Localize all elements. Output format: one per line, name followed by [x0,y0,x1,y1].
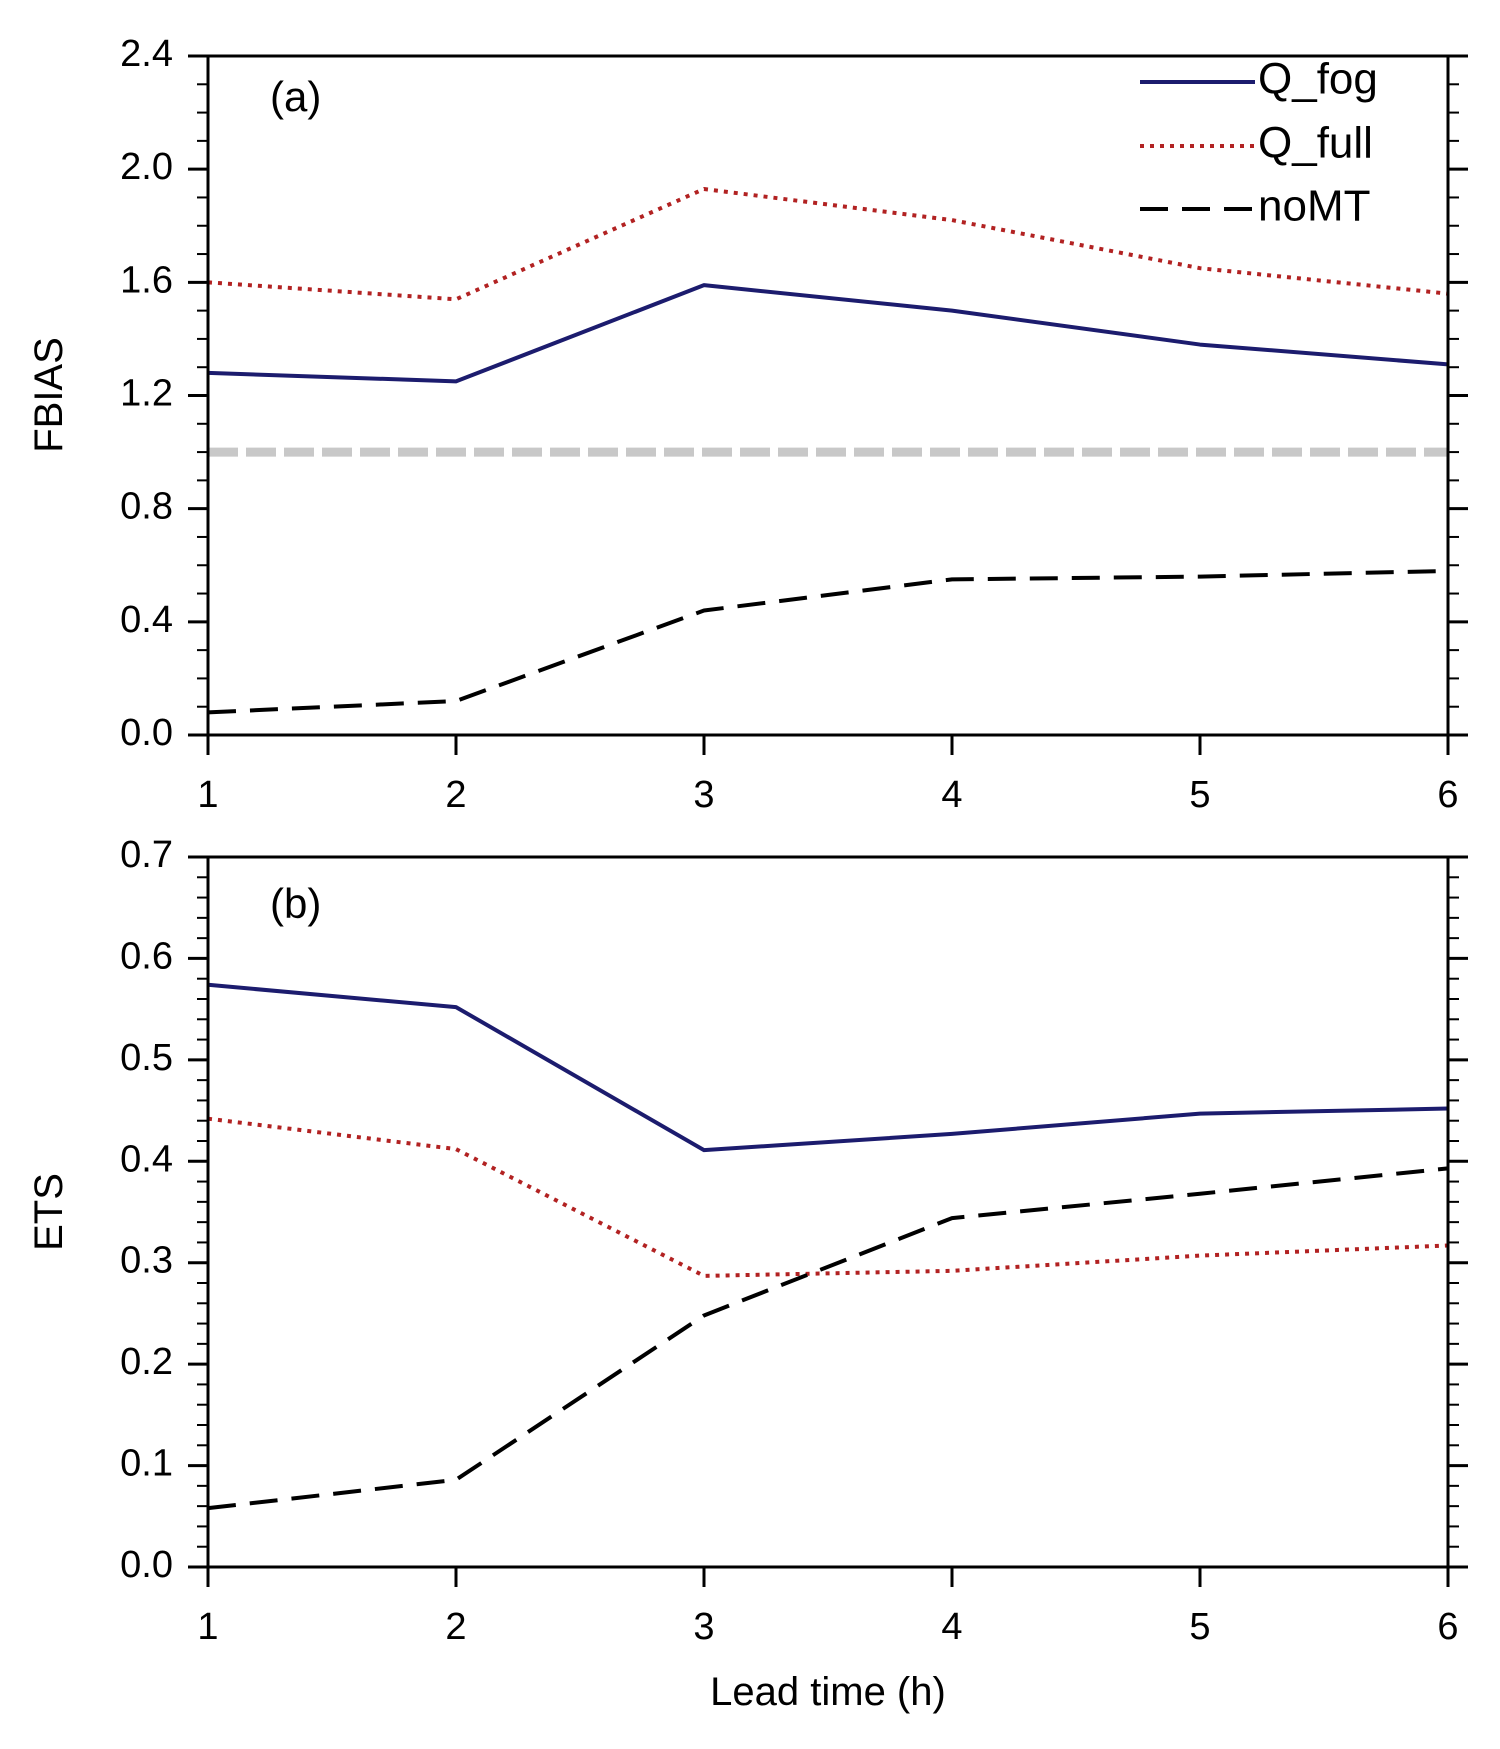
series-line-nomt-b [207,1166,1449,1511]
x-tick-label: 1 [197,1606,218,1648]
panel-b-y-axis-title: ETS [27,1173,71,1251]
y-tick-label: 0.4 [120,599,173,641]
data-point-q-fog-a [1200,344,1201,345]
data-point-q-full-a [456,299,457,300]
y-tick-label: 2.0 [120,146,173,188]
data-point-q-fog-b [952,1133,953,1134]
data-point-q-full-a [1200,268,1201,269]
data-point-nomt-a [952,579,953,580]
x-tick-label: 1 [197,774,218,816]
panel-b-label: (b) [270,880,321,927]
y-tick-label: 1.2 [120,373,173,415]
legend-label-q-fog: Q_fog [1258,55,1378,104]
data-point-q-fog-a [704,285,705,286]
legend-label-nomt: noMT [1258,182,1370,231]
legend: Q_fog Q_full noMT [1140,55,1378,231]
data-point-q-fog-a [456,381,457,382]
data-point-q-fog-a [952,310,953,311]
series-line-q-full-b [207,1116,1449,1278]
data-point-q-full-b [704,1275,705,1276]
data-point-nomt-b [1200,1193,1201,1194]
x-tick-label: 2 [445,774,466,816]
series-line-nomt-a [207,568,1449,715]
x-tick-label: 3 [693,774,714,816]
series-line-q-fog-b [207,982,1449,1153]
y-tick-label: 0.0 [120,1544,173,1586]
x-axis-title: Lead time (h) [710,1670,946,1714]
data-point-nomt-a [456,701,457,702]
x-tick-label: 6 [1437,774,1458,816]
data-point-q-fog-b [704,1150,705,1151]
x-tick-label: 2 [445,1606,466,1648]
y-tick-label: 0.5 [120,1037,173,1079]
y-tick-label: 0.4 [120,1138,173,1180]
data-point-q-full-a [704,188,705,189]
x-tick-label: 4 [941,774,962,816]
data-point-q-fog-b [456,1007,457,1008]
panel-a-label: (a) [270,73,321,120]
data-point-nomt-a [704,610,705,611]
x-tick-label: 5 [1189,774,1210,816]
panel-a-frame [206,54,1450,737]
data-point-q-full-b [456,1149,457,1150]
x-tick-label: 6 [1437,1606,1458,1648]
y-tick-label: 2.4 [120,33,173,75]
x-tick-label: 5 [1189,1606,1210,1648]
panel-a-fbias: 0.0 0.4 0.8 1.2 1.6 2.0 2.4 1 2 3 4 5 6 (a) FBIAS Q_… [27,33,1468,816]
legend-label-q-full: Q_full [1258,119,1373,168]
y-tick-label: 1.6 [120,259,173,301]
y-tick-label: 0.0 [120,712,173,754]
data-point-nomt-a [1200,576,1201,577]
y-tick-label: 0.1 [120,1443,173,1485]
data-point-nomt-b [704,1315,705,1316]
y-tick-label: 0.2 [120,1341,173,1383]
data-point-q-full-a [952,220,953,221]
y-tick-label: 0.3 [120,1240,173,1282]
x-tick-label: 3 [693,1606,714,1648]
data-point-nomt-b [456,1479,457,1480]
data-point-nomt-b [952,1218,953,1219]
y-tick-label: 0.6 [120,935,173,977]
x-tick-label: 4 [941,1606,962,1648]
y-tick-label: 0.7 [120,834,173,876]
data-point-q-fog-b [1200,1113,1201,1114]
panel-b-ets: 0.0 0.1 0.2 0.3 0.4 0.5 0.6 0.7 1 2 3 4 5 6 (b) ETS L… [27,834,1468,1714]
panel-a-y-axis-title: FBIAS [27,337,71,453]
data-point-q-full-b [952,1270,953,1271]
data-point-q-full-b [1200,1255,1201,1256]
panel-b-frame [206,855,1450,1569]
y-tick-label: 0.8 [120,486,173,528]
series-line-q-fog-a [207,283,1449,384]
